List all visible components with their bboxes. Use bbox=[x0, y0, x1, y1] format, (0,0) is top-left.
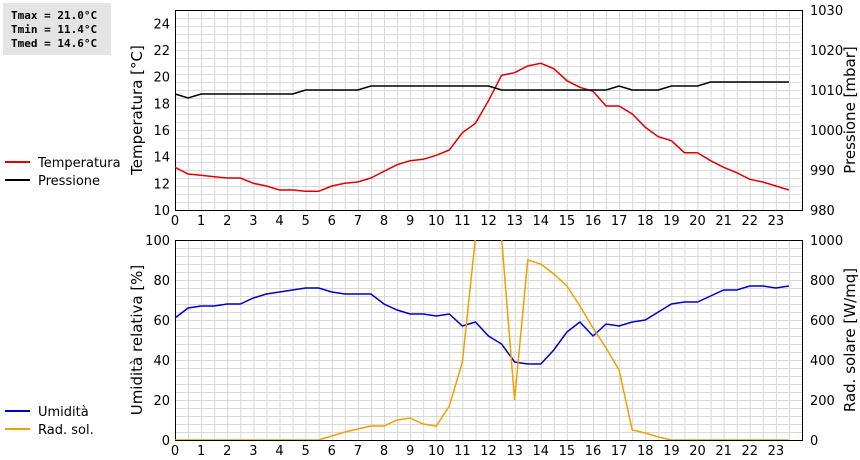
bottom-x-tick-label: 20 bbox=[689, 444, 706, 459]
bottom-y-tick-label: 60 bbox=[153, 314, 170, 329]
top-x-tick-label: 12 bbox=[480, 214, 497, 229]
top-x-tick-label: 18 bbox=[637, 214, 654, 229]
top-y2-tick-label: 980 bbox=[810, 204, 835, 219]
top-y-tick-label: 24 bbox=[153, 17, 170, 32]
bottom-frame bbox=[175, 240, 803, 441]
top-panel: 0 1 2 3 4 5 6 7 8 9 10 11 12 13 14 15 16 17 18 19 20 21 22 2310… bbox=[5, 4, 859, 229]
series-line-temperatura bbox=[175, 62, 790, 193]
bottom-x-tick-label: 16 bbox=[585, 444, 602, 459]
bottom-x-tick-label: 9 bbox=[406, 444, 414, 459]
bottom-x-tick-label: 18 bbox=[637, 444, 654, 459]
bottom-x-tick-label: 2 bbox=[223, 444, 231, 459]
bottom-x-tick-label: 6 bbox=[328, 444, 336, 459]
tmax-label: Tmax = 21.0°C bbox=[11, 9, 98, 22]
bottom-y2-tick-label: 400 bbox=[810, 354, 835, 369]
top-x-tick-label: 4 bbox=[275, 214, 283, 229]
bottom-x-tick-label: 13 bbox=[506, 444, 523, 459]
bottom-x-tick-label: 14 bbox=[532, 444, 549, 459]
bottom-x-tick-label: 19 bbox=[663, 444, 680, 459]
top-x-tick-label: 10 bbox=[428, 214, 445, 229]
top-x-tick-label: 21 bbox=[715, 214, 732, 229]
top-y2-tick-label: 1000 bbox=[810, 124, 843, 139]
top-y2-tick-label: 1030 bbox=[810, 4, 843, 19]
legend-label-rad-sol: Rad. sol. bbox=[38, 423, 94, 438]
top-frame bbox=[175, 10, 803, 211]
top-x-tick-label: 19 bbox=[663, 214, 680, 229]
bottom-y2-tick-label: 800 bbox=[810, 274, 835, 289]
top-x-tick-label: 8 bbox=[380, 214, 388, 229]
top-x-tick-label: 3 bbox=[249, 214, 257, 229]
legend-label-umidit: Umidità bbox=[38, 405, 89, 420]
bottom-x-tick-label: 17 bbox=[611, 444, 628, 459]
bottom-x-tick-label: 22 bbox=[741, 444, 758, 459]
bottom-y2-tick-label: 600 bbox=[810, 314, 835, 329]
bottom-x-tick-label: 8 bbox=[380, 444, 388, 459]
bottom-panel: 0 1 2 3 4 5 6 7 8 9 10 11 12 13 14 15 16 17 18 19 20 21 22 2302… bbox=[5, 234, 859, 459]
top-x-tick-label: 22 bbox=[741, 214, 758, 229]
top-x-tick-label: 5 bbox=[301, 214, 309, 229]
bottom-x-tick-label: 21 bbox=[715, 444, 732, 459]
top-x-tick-label: 15 bbox=[559, 214, 576, 229]
tmin-label: Tmin = 11.4°C bbox=[11, 23, 98, 36]
bottom-y-tick-label: 20 bbox=[153, 394, 170, 409]
bottom-x-tick-label: 5 bbox=[301, 444, 309, 459]
bottom-y-tick-label: 80 bbox=[153, 274, 170, 289]
top-ylabel: Temperatura [°C] bbox=[128, 45, 146, 176]
top-y-tick-label: 20 bbox=[153, 71, 170, 86]
legend-label-pressione: Pressione bbox=[38, 174, 100, 189]
bottom-y2-tick-label: 0 bbox=[810, 434, 818, 449]
top-y2label: Pressione [mbar] bbox=[841, 46, 859, 174]
bottom-x-tick-label: 0 bbox=[171, 444, 179, 459]
top-y2-tick-label: 1010 bbox=[810, 84, 843, 99]
bottom-x-tick-label: 12 bbox=[480, 444, 497, 459]
top-y-tick-label: 14 bbox=[153, 151, 170, 166]
top-y-tick-label: 10 bbox=[153, 204, 170, 219]
top-x-tick-label: 9 bbox=[406, 214, 414, 229]
top-y-tick-label: 12 bbox=[153, 177, 170, 192]
bottom-x-tick-label: 15 bbox=[559, 444, 576, 459]
bottom-x-tick-label: 11 bbox=[454, 444, 471, 459]
bottom-ylabel: Umidità relativa [%] bbox=[128, 265, 146, 416]
top-y2-tick-label: 990 bbox=[810, 164, 835, 179]
top-x-tick-label: 11 bbox=[454, 214, 471, 229]
bottom-y-tick-label: 0 bbox=[162, 434, 170, 449]
tmed-label: Tmed = 14.6°C bbox=[11, 37, 98, 50]
bottom-y-tick-label: 100 bbox=[145, 234, 170, 249]
top-x-tick-label: 17 bbox=[611, 214, 628, 229]
legend-label-temperatura: Temperatura bbox=[37, 156, 121, 171]
bottom-x-tick-label: 10 bbox=[428, 444, 445, 459]
top-x-tick-label: 23 bbox=[768, 214, 785, 229]
series-line-pressione bbox=[175, 81, 789, 99]
series-line-umidit bbox=[175, 285, 790, 365]
bottom-x-tick-label: 4 bbox=[275, 444, 283, 459]
top-x-tick-label: 16 bbox=[585, 214, 602, 229]
bottom-y-tick-label: 40 bbox=[153, 354, 170, 369]
top-x-tick-label: 14 bbox=[532, 214, 549, 229]
top-x-tick-label: 6 bbox=[328, 214, 336, 229]
bottom-y2label: Rad. solare [W/mq] bbox=[841, 268, 859, 412]
top-y2-tick-label: 1020 bbox=[810, 44, 843, 59]
top-y-tick-label: 16 bbox=[153, 124, 170, 139]
stats-box: Tmax = 21.0°C Tmin = 11.4°C Tmed = 14.6°… bbox=[3, 3, 111, 55]
top-x-tick-label: 13 bbox=[506, 214, 523, 229]
bottom-x-tick-label: 1 bbox=[197, 444, 205, 459]
top-x-tick-label: 20 bbox=[689, 214, 706, 229]
top-y-tick-label: 22 bbox=[153, 44, 170, 59]
bottom-x-tick-label: 3 bbox=[249, 444, 257, 459]
bottom-x-tick-label: 7 bbox=[354, 444, 362, 459]
top-x-tick-label: 0 bbox=[171, 214, 179, 229]
bottom-x-tick-label: 23 bbox=[768, 444, 785, 459]
bottom-y2-tick-label: 1000 bbox=[810, 234, 843, 249]
top-x-tick-label: 1 bbox=[197, 214, 205, 229]
top-x-tick-label: 7 bbox=[354, 214, 362, 229]
top-y-tick-label: 18 bbox=[153, 97, 170, 112]
top-x-tick-label: 2 bbox=[223, 214, 231, 229]
bottom-y2-tick-label: 200 bbox=[810, 394, 835, 409]
